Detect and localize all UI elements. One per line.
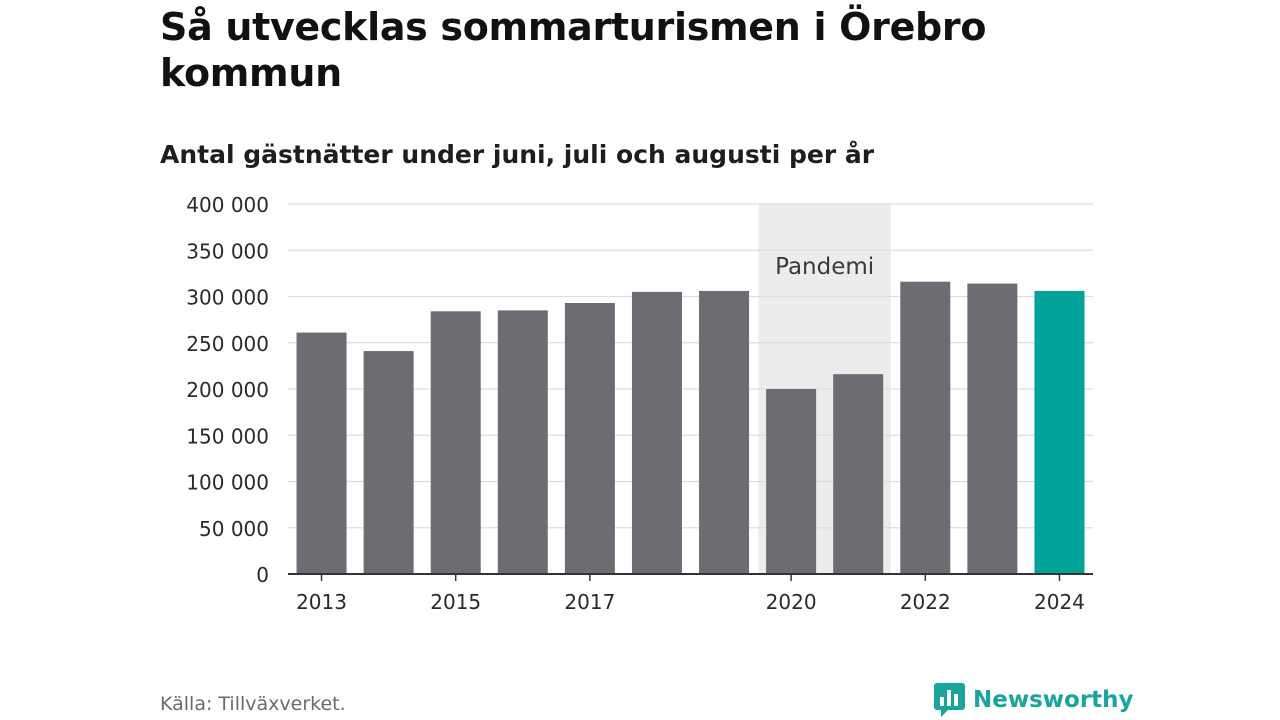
bar-chart-speech-bubble-icon xyxy=(934,683,965,717)
bar-2016 xyxy=(497,310,548,574)
y-tick-label: 350 000 xyxy=(186,239,269,263)
bar-2022 xyxy=(900,281,951,574)
x-tick-label: 2022 xyxy=(900,590,951,614)
bar-2018 xyxy=(631,291,682,574)
bars xyxy=(296,281,1085,574)
x-tick-label: 2015 xyxy=(430,590,481,614)
y-tick-label: 100 000 xyxy=(186,471,269,495)
bar-2017 xyxy=(564,302,615,574)
chart-title: Så utvecklas sommarturismen i Örebro kom… xyxy=(160,5,987,95)
bar-2024 xyxy=(1034,290,1085,574)
x-tick-label: 2013 xyxy=(296,590,347,614)
x-tick-label: 2017 xyxy=(564,590,615,614)
source-note: Källa: Tillväxverket. xyxy=(160,693,346,715)
y-tick-label: 50 000 xyxy=(199,517,269,541)
bar-2013 xyxy=(296,332,347,574)
bar-2020 xyxy=(766,389,817,574)
y-tick-label: 200 000 xyxy=(186,378,269,402)
pandemic-label: Pandemi xyxy=(775,254,874,280)
y-tick-label: 0 xyxy=(256,563,269,587)
chart-subtitle: Antal gästnätter under juni, juli och au… xyxy=(160,140,875,169)
brand-name: Newsworthy xyxy=(973,687,1134,713)
bar-2021 xyxy=(833,374,884,574)
x-tick-label: 2024 xyxy=(1034,590,1085,614)
bar-2023 xyxy=(967,283,1018,574)
y-tick-label: 400 000 xyxy=(186,193,269,217)
bar-2019 xyxy=(699,290,750,574)
bar-2015 xyxy=(430,311,481,574)
bar-2014 xyxy=(363,351,414,574)
y-tick-label: 150 000 xyxy=(186,424,269,448)
x-tick-label: 2020 xyxy=(766,590,817,614)
axes: 0 50 000 100 000 150 000 200 000 250 000 300 0… xyxy=(186,193,1093,614)
gridlines xyxy=(288,203,1093,529)
y-tick-label: 300 000 xyxy=(186,286,269,310)
y-tick-label: 250 000 xyxy=(186,332,269,356)
newsworthy-logo[interactable]: Newsworthy xyxy=(934,683,1134,717)
